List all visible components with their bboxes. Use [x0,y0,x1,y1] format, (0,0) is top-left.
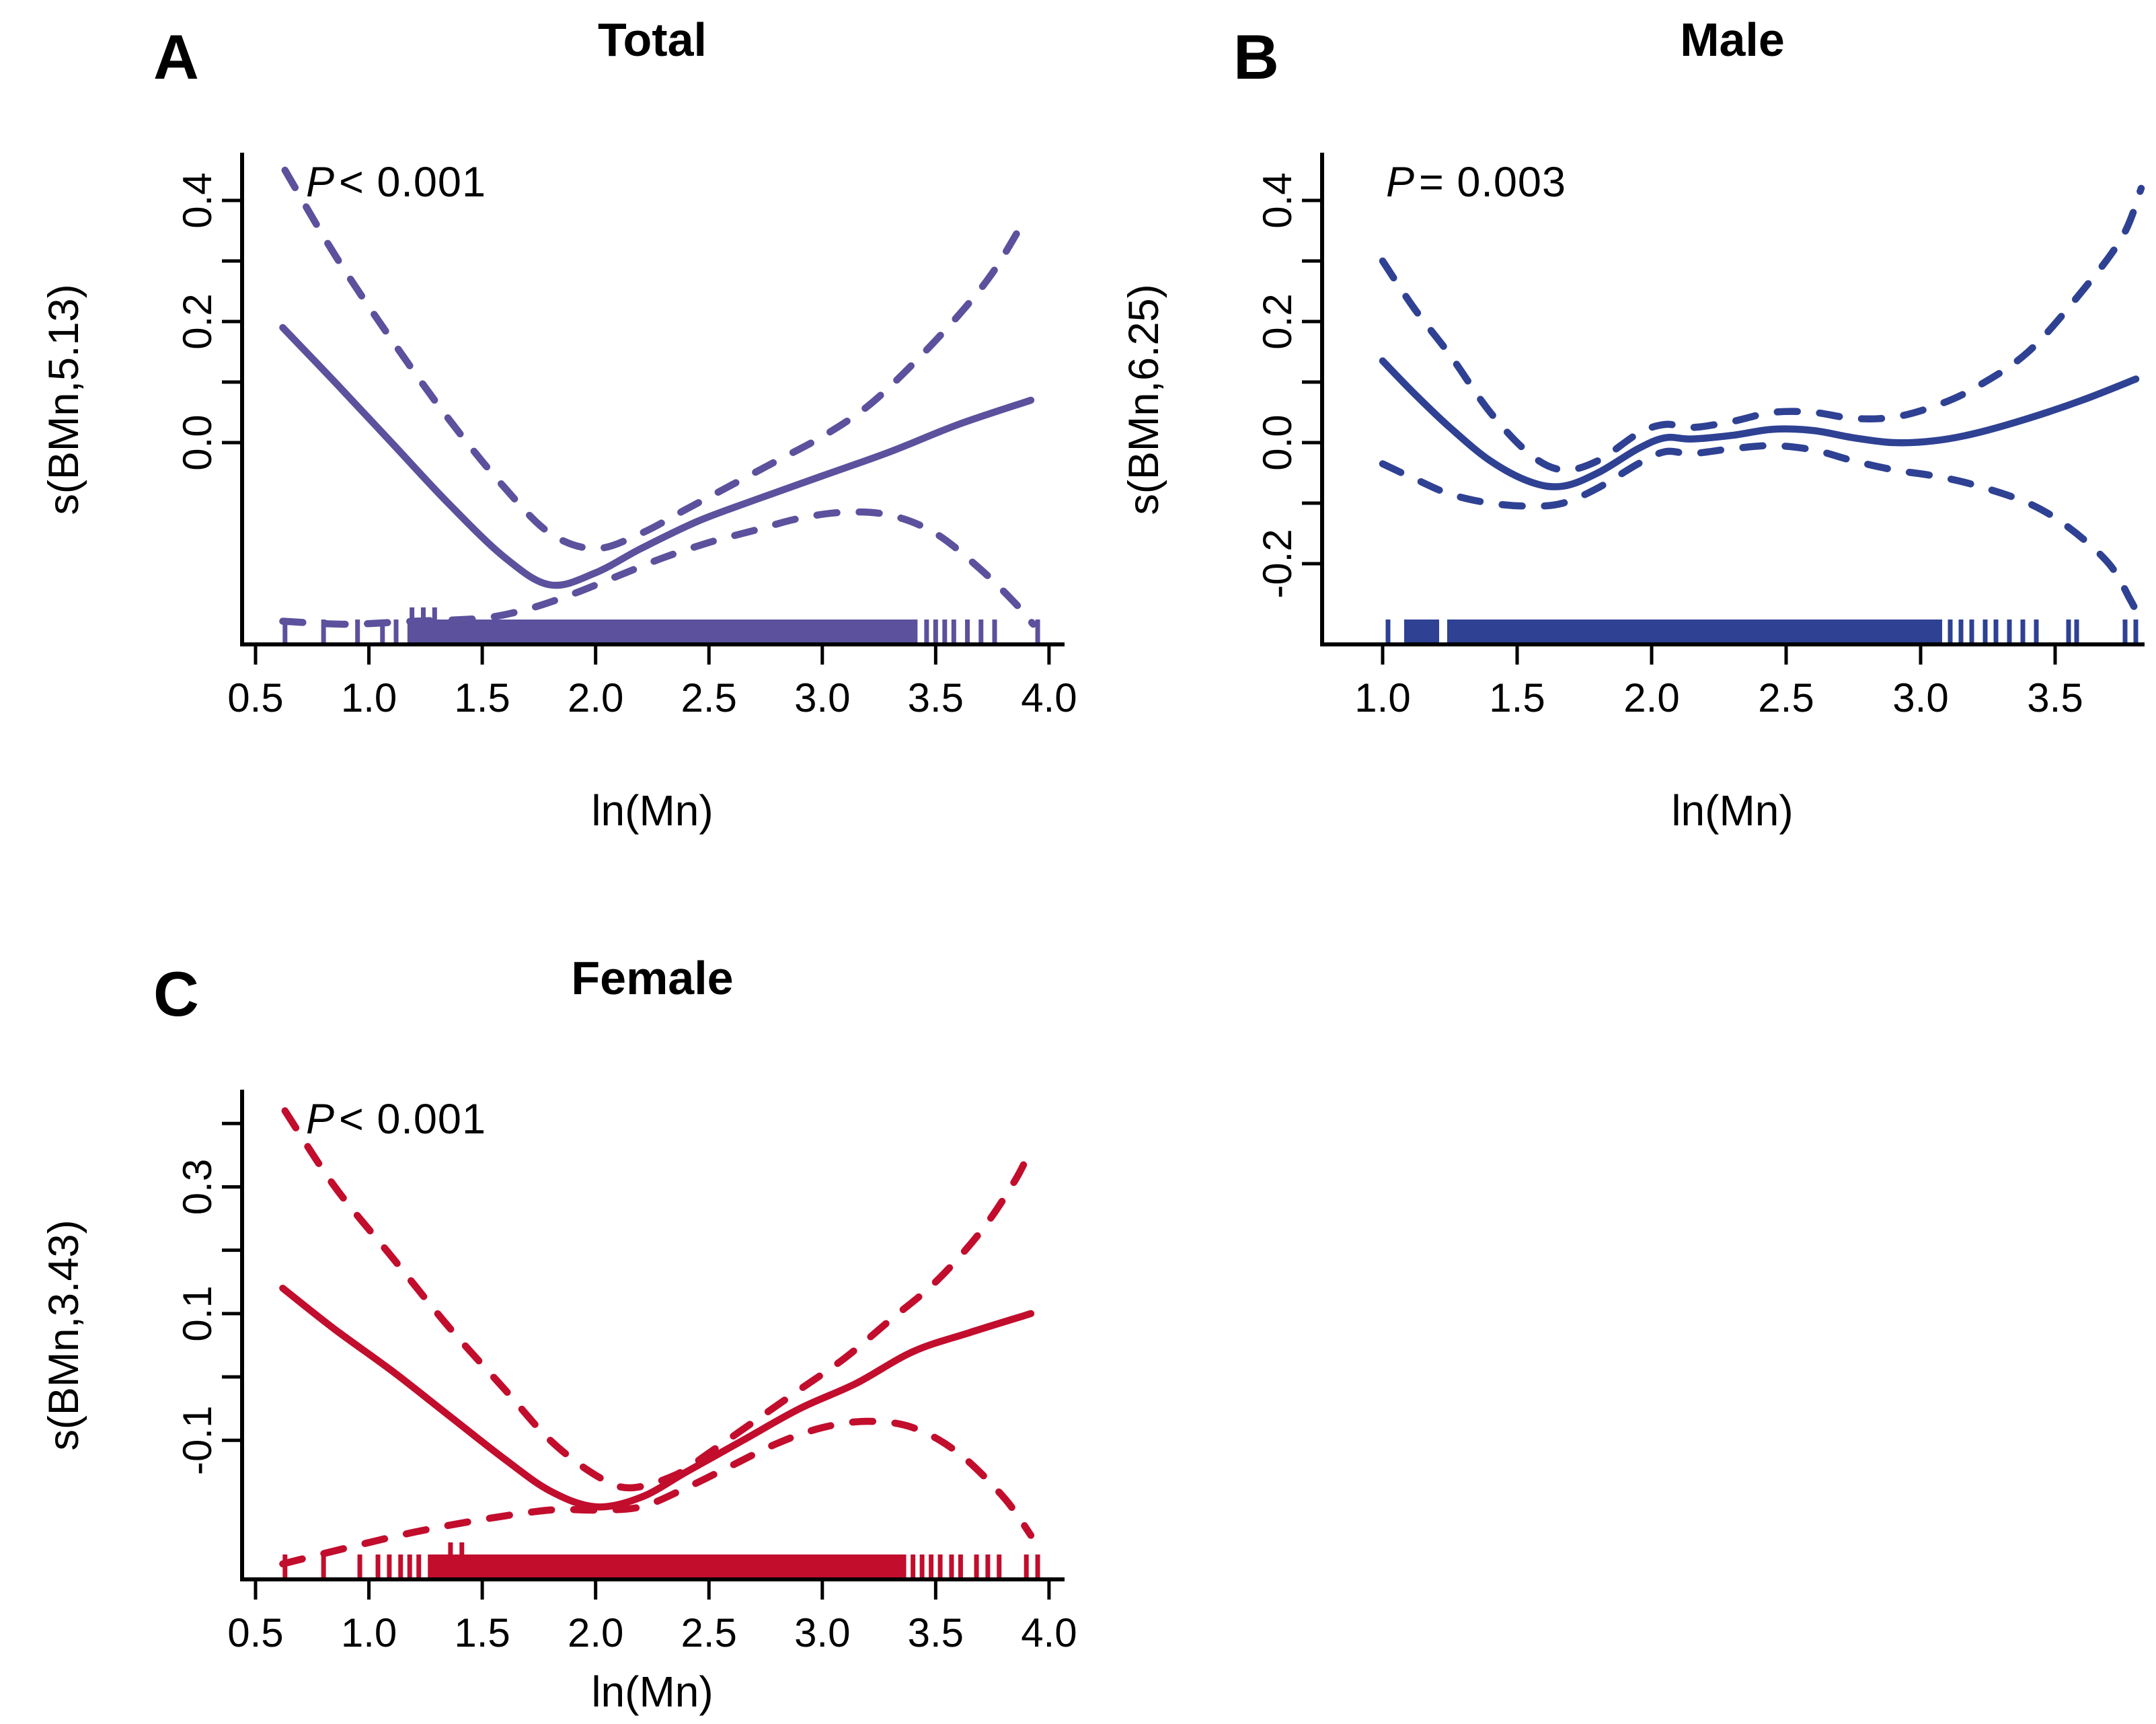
rug-plot [1385,620,2139,642]
y-ticks: -0.1 0.1 0.3 [175,1121,242,1475]
rug-band [1404,620,1439,642]
y-tick-label: 0.4 [175,172,220,228]
panel-title: Male [1680,13,1785,66]
axes [240,153,1065,646]
total-plot: 0.0 0.2 0.4 0.5 1.0 1.5 2.0 2.5 3.0 3.5 4.0 [175,153,1076,720]
x-tick-label: 1.5 [454,1610,510,1655]
curve-upper_95ci [1379,184,2145,474]
panel-total: 0.0 0.2 0.4 0.5 1.0 1.5 2.0 2.5 3.0 3.5 4.0 A Tota… [0,0,1076,861]
x-tick-label: 2.0 [1623,675,1679,720]
p-symbol: P [1386,159,1416,206]
x-axis-title: ln(Mn) [591,786,714,835]
y-ticks: -0.2 0.0 0.2 0.4 [1255,172,1322,599]
panel-female: -0.1 0.1 0.3 0.5 1.0 1.5 2.0 2.5 3.0 3.5 4.0 C Fem… [0,863,1076,1724]
y-tick-label: -0.2 [1255,529,1300,598]
curve-upper_95ci [281,166,1026,552]
y-axis-title: s(BMn,6.25) [1120,284,1167,515]
x-tick-label: 1.5 [1489,675,1545,720]
panel-letter: B [1233,22,1279,92]
y-tick-label: 0.2 [175,293,220,349]
x-ticks: 0.5 1.0 1.5 2.0 2.5 3.0 3.5 4.0 [227,644,1076,720]
rug-band [428,1554,907,1577]
curve-lower_95ci [279,1417,1035,1568]
p-symbol: P [306,159,336,206]
curve-smooth_fit [279,324,1035,589]
y-tick-label: 0.1 [175,1285,220,1341]
x-tick-label: 4.0 [1021,675,1076,720]
curve-lower_95ci [1379,442,2145,625]
x-tick-label: 2.5 [1758,675,1814,720]
x-tick-label: 3.0 [794,1610,850,1655]
p-value-text: < 0.001 [339,1096,486,1143]
x-tick-label: 2.0 [568,675,623,720]
curve-smooth_fit [1379,357,2140,490]
curve-lower_95ci [279,508,1037,628]
panel-letter: A [153,22,199,92]
y-tick-label: 0.3 [175,1159,220,1215]
x-tick-label: 2.0 [568,1610,623,1655]
y-tick-label: 0.0 [175,414,220,470]
p-value-text: = 0.003 [1419,159,1566,206]
rug-plot [282,1542,1040,1577]
y-tick-label: -0.1 [175,1406,220,1475]
p-value-text: < 0.001 [339,159,486,206]
y-tick-label: 0.2 [1255,293,1300,349]
p-symbol: P [306,1096,336,1143]
y-axis-title: s(BMn,3.43) [40,1220,87,1451]
panel-title: Female [571,952,734,1004]
x-tick-label: 3.0 [1892,675,1948,720]
y-tick-label: 0.4 [1255,172,1300,228]
x-tick-label: 3.0 [794,675,850,720]
female-plot: -0.1 0.1 0.3 0.5 1.0 1.5 2.0 2.5 3.0 3.5 4.0 [175,1090,1076,1655]
curve-smooth_fit [279,1284,1035,1511]
panel-title: Total [597,13,707,66]
rug-plot [282,607,1040,642]
x-axis-title: ln(Mn) [1671,786,1794,835]
series [1379,184,2145,625]
x-tick-label: 0.5 [227,1610,283,1655]
x-ticks: 1.0 1.5 2.0 2.5 3.0 3.5 [1354,644,2083,720]
axes [240,1090,1065,1581]
p-value-annotation: P< 0.001 [306,161,486,204]
series [279,1107,1035,1568]
x-tick-label: 3.5 [908,1610,964,1655]
x-tick-label: 3.5 [2027,675,2083,720]
x-axis-title: ln(Mn) [591,1667,714,1716]
p-value-annotation: P< 0.001 [306,1098,486,1141]
x-ticks: 0.5 1.0 1.5 2.0 2.5 3.0 3.5 4.0 [227,1579,1076,1655]
x-tick-label: 1.5 [454,675,510,720]
panel-letter: C [153,959,199,1029]
x-tick-label: 2.5 [681,1610,737,1655]
male-plot: -0.2 0.0 0.2 0.4 1.0 1.5 2.0 2.5 3.0 3.5 [1255,153,2145,720]
p-value-annotation: P= 0.003 [1386,161,1566,204]
x-tick-label: 1.0 [341,1610,397,1655]
curve-upper_95ci [281,1107,1035,1492]
axes [1320,153,2145,646]
y-tick-label: 0.0 [1255,414,1300,470]
y-ticks: 0.0 0.2 0.4 [175,172,242,471]
x-tick-label: 1.0 [341,675,397,720]
x-tick-label: 0.5 [227,675,283,720]
y-axis-title: s(BMn,5.13) [40,284,87,515]
x-tick-label: 4.0 [1021,1610,1076,1655]
series [279,166,1037,628]
rug-band [1447,620,1942,642]
rug-band [407,620,918,642]
panel-male: -0.2 0.0 0.2 0.4 1.0 1.5 2.0 2.5 3.0 3.5 B Male P… [1080,0,2156,861]
x-tick-label: 2.5 [681,675,737,720]
x-tick-label: 1.0 [1354,675,1410,720]
x-tick-label: 3.5 [908,675,964,720]
